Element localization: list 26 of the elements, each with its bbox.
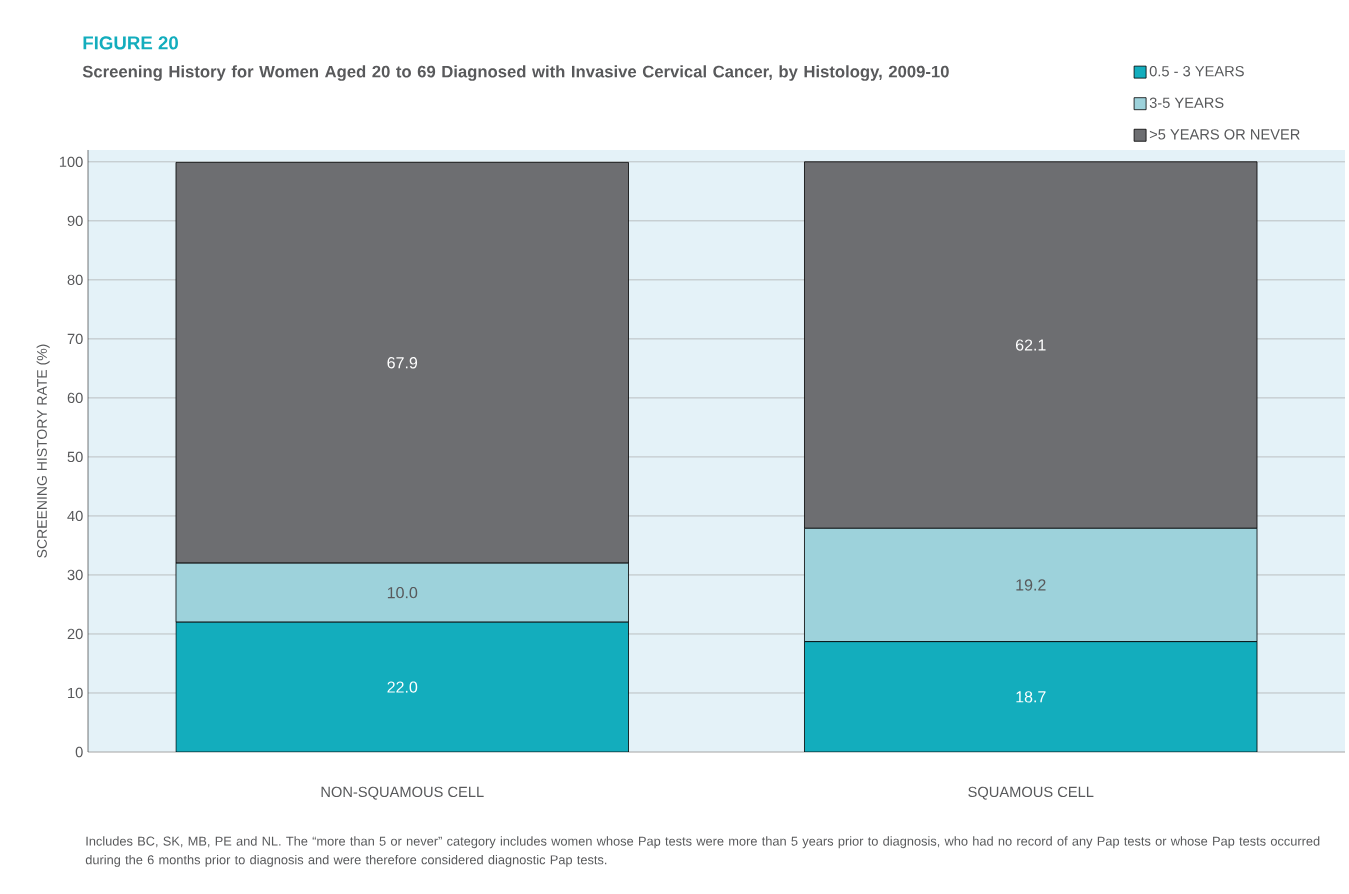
y-tick-label: 80 [67, 274, 83, 286]
y-tick-label: 100 [59, 156, 83, 167]
chart-subtitle: Screening History for Women Aged 20 to 69 Diagnosed with Invasive Cervical Cancer, by Histology, 2009-10 [82, 65, 949, 81]
legend-label: >5 YEARS OR NEVER [1149, 129, 1300, 140]
data-label: 62.1 [1016, 339, 1046, 351]
y-tick-label: 30 [67, 569, 83, 581]
x-tick-label: SQUAMOUS CELL [968, 786, 1094, 800]
legend-label: 0.5 - 3 YEARS [1149, 66, 1244, 77]
y-tick-label: 0 [75, 746, 83, 758]
text: Includes BC, SK, MB, PE and NL. The “more than 5 or never” category includes women whose Pap tests were more than 5 years prior to diagnosis, who had no record of any Pap tests or whose Pap tests occurred during the 6 months prior to diagnosis and were therefore considered diagnostic Pap tests. [85, 836, 1320, 867]
data-label: 10.0 [387, 586, 418, 599]
y-tick-label: 50 [67, 451, 83, 463]
y-axis-title: SCREENING HISTORY RATE (%) [36, 344, 50, 558]
x-tick-label: NON-SQUAMOUS CELL [321, 786, 484, 800]
data-label: 67.9 [387, 357, 418, 369]
y-tick-label: 90 [67, 215, 83, 227]
y-tick-label: 10 [68, 687, 83, 699]
data-label: 22.0 [387, 681, 418, 693]
y-tick-label: 40 [67, 510, 83, 522]
data-label: 19.2 [1016, 579, 1046, 591]
y-tick-label: 60 [67, 392, 83, 404]
y-tick-label: 20 [67, 628, 83, 640]
y-tick-label: 70 [67, 333, 83, 345]
legend-label: 3-5 YEARS [1149, 97, 1224, 108]
chart-title: FIGURE 20 [83, 36, 178, 50]
data-label: 18.7 [1016, 691, 1046, 703]
